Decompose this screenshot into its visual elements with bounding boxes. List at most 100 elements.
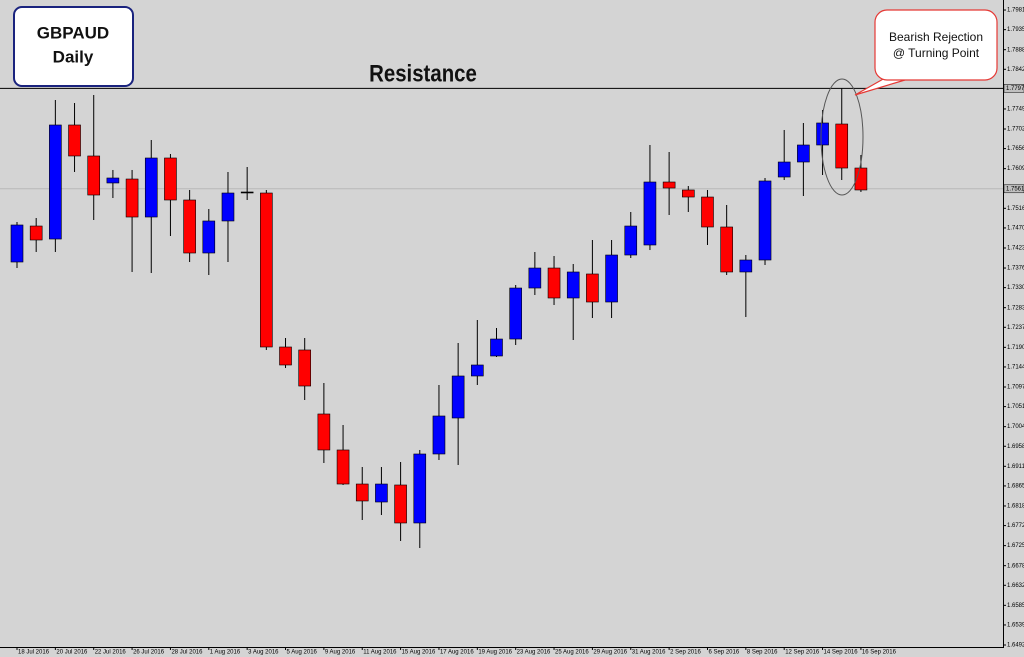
candle-body	[164, 157, 177, 201]
y-tick-label: 1.71440	[1007, 365, 1024, 371]
x-tick-label: 2 Sep 2016	[670, 650, 701, 656]
chart-subtitle: Daily	[53, 47, 94, 66]
candle-body	[739, 259, 753, 273]
candle-body	[547, 267, 561, 299]
y-tick-label: 1.69580	[1007, 444, 1024, 450]
callout-text: @ Turning Point	[893, 46, 980, 60]
x-tick-label: 25 Aug 2016	[555, 650, 589, 656]
candle-body	[183, 199, 196, 254]
x-tick-label: 6 Sep 2016	[708, 650, 739, 656]
candle-body	[355, 483, 369, 502]
candle-body	[509, 287, 522, 340]
y-tick-label: 1.65850	[1007, 603, 1024, 609]
candle-body	[432, 415, 446, 455]
y-tick-label: 1.76090	[1007, 166, 1024, 172]
candle-body	[451, 375, 465, 419]
y-tick-label: 1.67720	[1007, 523, 1024, 529]
y-tick-label: 1.74230	[1007, 246, 1024, 252]
marks	[0, 87, 1003, 549]
candle-body	[758, 180, 772, 261]
candle-body	[10, 224, 24, 263]
y-tick-label: 1.70040	[1007, 424, 1024, 430]
candle-body	[394, 484, 407, 524]
candle-body	[471, 364, 484, 377]
candle-body	[336, 449, 350, 485]
resistance-line-label-box	[1003, 84, 1024, 93]
x-tick-label: 12 Sep 2016	[785, 650, 820, 656]
x-tick-label: 16 Sep 2016	[862, 650, 897, 656]
x-tick-label: 26 Jul 2016	[133, 650, 165, 656]
candle-body	[528, 267, 542, 289]
y-tick-label: 1.65390	[1007, 623, 1024, 629]
candle-body	[375, 483, 388, 503]
y-tick-label: 1.76560	[1007, 146, 1024, 152]
candle-body	[624, 225, 638, 256]
candle-body	[279, 346, 292, 366]
y-tick-label: 1.79810	[1007, 8, 1024, 14]
y-tick-label: 1.70510	[1007, 404, 1024, 410]
candle-body	[240, 191, 254, 194]
price-line-label: 1.75618	[1006, 186, 1024, 192]
candle-body	[202, 220, 216, 254]
candle-body	[701, 196, 714, 228]
x-tick-label: 17 Aug 2016	[440, 650, 474, 656]
chart-title: GBPAUD	[37, 23, 109, 42]
price-line-label-box	[1003, 184, 1024, 194]
y-tick-label: 1.77020	[1007, 127, 1024, 133]
highlight-ellipse	[820, 78, 864, 196]
candle-body	[605, 254, 618, 303]
candle-body	[29, 225, 43, 241]
candle-body	[221, 192, 235, 222]
x-tick-label: 3 Aug 2016	[248, 650, 279, 656]
x-tick-label: 28 Jul 2016	[171, 650, 203, 656]
y-tick-label: 1.66320	[1007, 583, 1024, 589]
resistance-line-label: 1.77974	[1006, 86, 1024, 92]
callout-box	[874, 9, 998, 81]
y-tick-label: 1.72370	[1007, 325, 1024, 331]
candle-body	[566, 271, 580, 299]
y-tick-label: 1.75160	[1007, 206, 1024, 212]
plot-area	[0, 0, 1004, 647]
candle-body	[87, 155, 101, 196]
candle-body	[144, 157, 158, 218]
x-tick-label: 20 Jul 2016	[56, 650, 88, 656]
y-tick-label: 1.78880	[1007, 47, 1024, 53]
x-tick-label: 8 Sep 2016	[747, 650, 778, 656]
x-tick-label: 14 Sep 2016	[824, 650, 859, 656]
y-tick-label: 1.70970	[1007, 385, 1024, 391]
y-tick-label: 1.73760	[1007, 266, 1024, 272]
x-tick-label: 23 Aug 2016	[517, 650, 551, 656]
candle-body	[125, 178, 139, 218]
y-tick-label: 1.66780	[1007, 563, 1024, 569]
y-tick-label: 1.73300	[1007, 285, 1024, 291]
y-tick-label: 1.77490	[1007, 107, 1024, 113]
candle-body	[490, 338, 503, 357]
annotation: Resistance	[369, 60, 477, 87]
candle-body	[317, 413, 331, 451]
x-tick-label: 5 Aug 2016	[287, 650, 318, 656]
y-tick-label: 1.74700	[1007, 226, 1024, 232]
candle-body	[662, 181, 676, 189]
candle-body	[797, 144, 810, 163]
candle-body	[413, 453, 427, 524]
y-tick-label: 1.79350	[1007, 27, 1024, 33]
candle-body	[643, 181, 657, 246]
x-tick-label: 15 Aug 2016	[402, 650, 436, 656]
candle-body	[681, 189, 695, 198]
y-tick-label: 1.68180	[1007, 504, 1024, 510]
x-tick-label: 29 Aug 2016	[593, 650, 627, 656]
candle-body	[260, 192, 273, 348]
candle-body	[720, 226, 733, 273]
y-tick-label: 1.71900	[1007, 345, 1024, 351]
candle-body	[835, 123, 849, 169]
y-tick-label: 1.64920	[1007, 643, 1024, 649]
candle-body	[816, 122, 829, 146]
candle-body	[777, 161, 791, 178]
x-tick-label: 11 Aug 2016	[363, 650, 397, 656]
y-tick-label: 1.78420	[1007, 67, 1024, 73]
callout-text: Bearish Rejection	[889, 30, 983, 44]
candle-body	[298, 349, 312, 387]
y-tick-label: 1.69110	[1007, 464, 1024, 470]
x-tick-label: 1 Aug 2016	[210, 650, 241, 656]
